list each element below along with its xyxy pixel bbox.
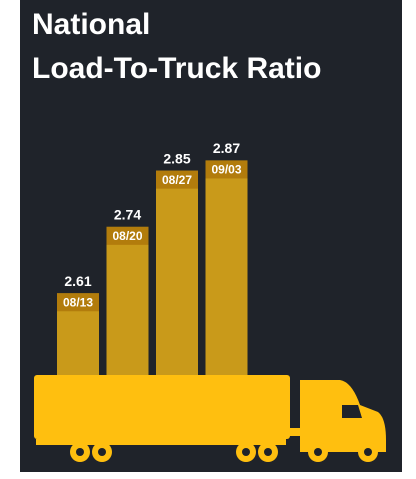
date-box [156,170,198,189]
date-box [57,293,99,312]
window [342,405,362,418]
date-box [106,226,149,245]
trailer-base [36,439,286,445]
hub [98,448,106,456]
bar [205,160,248,375]
hitch [286,428,306,436]
hub [76,448,84,456]
hub [314,448,322,456]
bars: 08/13 2.61 08/20 2.74 08/27 2.85 09/03 2.87 [57,140,248,375]
title-line: National [32,8,150,41]
trailer [34,375,290,439]
bar [106,226,149,375]
date-box [205,160,248,179]
title-line: Load-To-Truck Ratio [32,52,321,85]
value-label: 2.74 [114,207,141,223]
date-label: 08/20 [112,229,142,243]
value-label: 2.87 [213,140,240,156]
hub [242,448,250,456]
date-label: 08/13 [63,295,93,309]
value-label: 2.61 [64,273,91,289]
truck [34,375,386,462]
date-label: 08/27 [162,173,192,187]
hub [264,448,272,456]
hub [364,448,372,456]
bar [156,170,198,375]
value-label: 2.85 [163,150,190,166]
date-label: 09/03 [211,163,241,177]
